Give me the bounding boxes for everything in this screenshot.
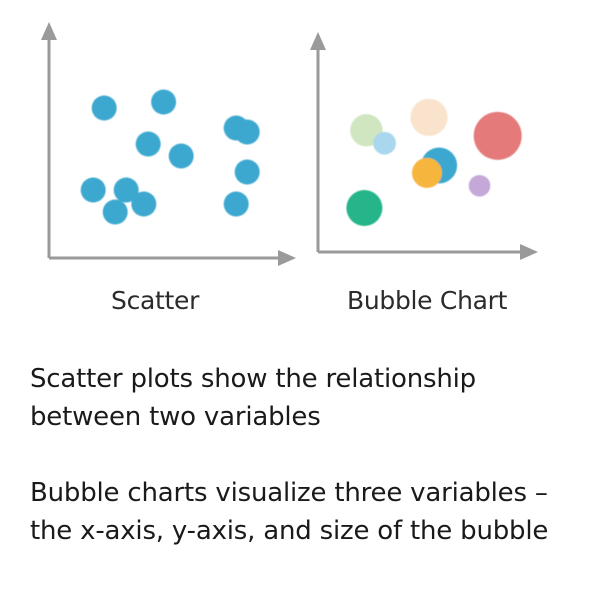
scatter-point-6 xyxy=(168,143,194,169)
scatter-points xyxy=(80,89,260,225)
bubble-points xyxy=(346,98,522,226)
scatter-point-4 xyxy=(234,119,260,145)
bubble-description-line-1: Bubble charts visualize three variables … xyxy=(30,478,548,508)
scatter-point-9 xyxy=(113,177,139,203)
chart-illustrations xyxy=(41,22,538,266)
bubble-axes xyxy=(310,32,538,260)
scatter-point-2 xyxy=(151,89,177,115)
bubble-y-arrow-icon xyxy=(310,32,326,50)
scatter-axes xyxy=(41,22,296,266)
scatter-caption: Scatter xyxy=(111,286,200,315)
bubble-6 xyxy=(412,157,442,188)
scatter-point-5 xyxy=(135,131,161,157)
bubble-description-line-2: the x-axis, y-axis, and size of the bubb… xyxy=(30,516,549,546)
scatter-panel xyxy=(41,22,296,266)
scatter-y-arrow-icon xyxy=(41,22,57,40)
scatter-point-8 xyxy=(80,177,106,203)
scatter-point-7 xyxy=(234,159,260,185)
bubble-8 xyxy=(346,190,383,226)
bubble-4 xyxy=(373,131,396,155)
bubble-3 xyxy=(473,111,522,160)
bubble-description: Bubble charts visualize three variables … xyxy=(30,474,590,550)
bubble-panel xyxy=(310,32,538,260)
scatter-description-line-2: between two variables xyxy=(30,402,321,432)
scatter-description: Scatter plots show the relationship betw… xyxy=(30,360,590,436)
scatter-x-arrow-icon xyxy=(278,250,296,266)
scatter-point-12 xyxy=(223,191,249,217)
scatter-point-10 xyxy=(131,191,157,217)
bubble-x-arrow-icon xyxy=(520,244,538,260)
scatter-description-line-1: Scatter plots show the relationship xyxy=(30,364,476,394)
scatter-point-11 xyxy=(102,199,128,225)
bubble-chart-caption: Bubble Chart xyxy=(347,286,508,315)
scatter-point-1 xyxy=(91,95,117,121)
bubble-2 xyxy=(410,98,448,136)
bubble-7 xyxy=(468,175,491,197)
